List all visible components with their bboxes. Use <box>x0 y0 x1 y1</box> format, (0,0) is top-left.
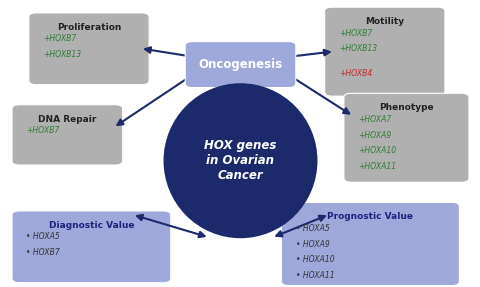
Text: Motility: Motility <box>364 17 404 26</box>
Text: +HOXB13: +HOXB13 <box>43 50 81 59</box>
FancyBboxPatch shape <box>185 42 295 88</box>
FancyBboxPatch shape <box>343 93 468 182</box>
Text: +HOXB7: +HOXB7 <box>338 29 372 38</box>
Text: • HOXB7: • HOXB7 <box>26 248 60 257</box>
Text: • HOXA5: • HOXA5 <box>295 224 329 233</box>
Text: +HOXA7: +HOXA7 <box>358 115 391 124</box>
Ellipse shape <box>163 83 317 238</box>
Text: +HOXB7: +HOXB7 <box>43 34 76 43</box>
Text: • HOXA5: • HOXA5 <box>26 232 60 241</box>
Text: Oncogenesis: Oncogenesis <box>198 58 282 71</box>
Text: +HOXB7: +HOXB7 <box>26 126 60 135</box>
Text: Phenotype: Phenotype <box>378 103 433 112</box>
Text: +HOXA9: +HOXA9 <box>358 131 391 139</box>
Text: Prognostic Value: Prognostic Value <box>327 212 412 221</box>
Text: +HOXB4: +HOXB4 <box>338 69 372 78</box>
Text: +HOXB13: +HOXB13 <box>338 44 376 53</box>
FancyBboxPatch shape <box>281 202 458 286</box>
Text: HOX genes
in Ovarian
Cancer: HOX genes in Ovarian Cancer <box>204 139 276 182</box>
FancyBboxPatch shape <box>12 105 122 165</box>
FancyBboxPatch shape <box>29 13 149 85</box>
Text: Proliferation: Proliferation <box>57 23 121 32</box>
FancyBboxPatch shape <box>12 211 170 283</box>
Text: +HOXA10: +HOXA10 <box>358 146 396 155</box>
Text: • HOXA9: • HOXA9 <box>295 240 329 249</box>
Text: Diagnostic Value: Diagnostic Value <box>48 221 134 230</box>
FancyBboxPatch shape <box>324 7 444 96</box>
Text: +HOXA11: +HOXA11 <box>358 162 396 171</box>
Text: DNA Repair: DNA Repair <box>38 115 96 124</box>
Text: • HOXA11: • HOXA11 <box>295 271 334 280</box>
Text: • HOXA10: • HOXA10 <box>295 255 334 264</box>
